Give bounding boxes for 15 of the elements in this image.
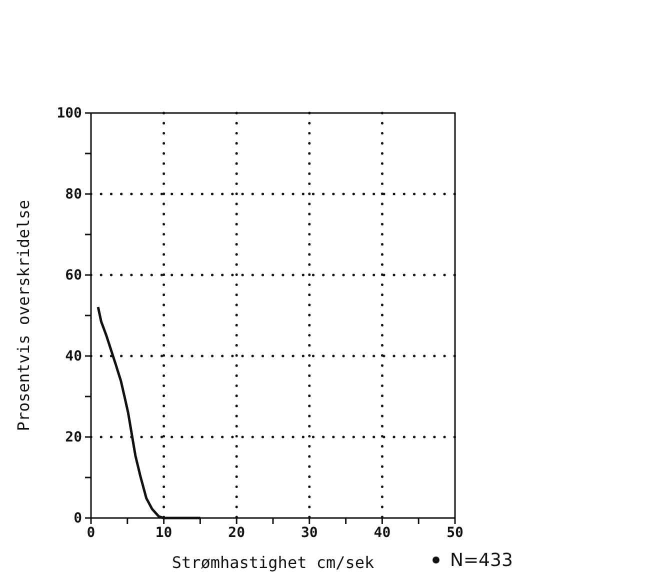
- x-tick-label: 50: [446, 524, 464, 541]
- x-tick-label: 10: [155, 524, 172, 541]
- x-axis-title: Strømhastighet cm/sek: [172, 553, 375, 572]
- text: N=433: [450, 550, 513, 571]
- y-tick-label: 40: [65, 348, 82, 364]
- y-tick-label: 80: [65, 186, 82, 202]
- y-tick-label: 20: [65, 429, 82, 446]
- y-axis-title: Prosentvis overskridelse: [14, 200, 33, 432]
- y-tick-label: 0: [74, 510, 82, 526]
- x-tick-label: 20: [228, 524, 246, 541]
- x-tick-label: 30: [300, 524, 318, 541]
- y-tick-label: 60: [65, 267, 82, 284]
- x-tick-label: 0: [86, 524, 96, 541]
- x-tick-label: 40: [374, 524, 391, 541]
- y-tick-label: 100: [56, 105, 82, 122]
